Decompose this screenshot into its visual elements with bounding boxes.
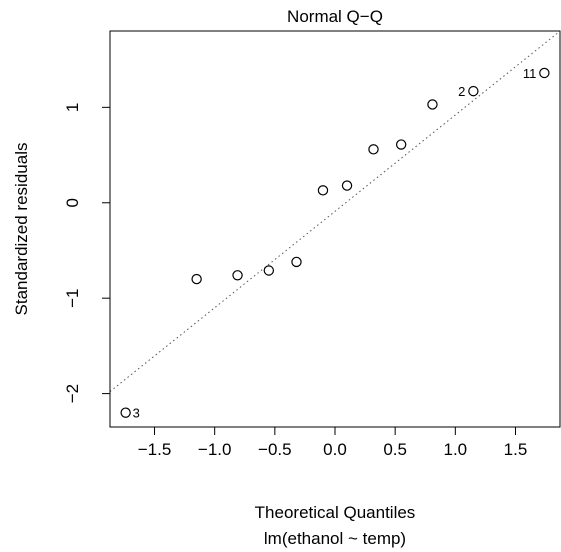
x-axis-label: Theoretical Quantiles [255, 503, 416, 522]
point-label: 11 [523, 66, 537, 81]
y-tick-label: 0 [63, 198, 82, 207]
point-label: 2 [458, 84, 465, 99]
data-point [263, 265, 275, 276]
data-point [317, 185, 329, 196]
y-axis-label: Standardized residuals [12, 143, 31, 316]
data-point [232, 270, 243, 281]
text-layer: −1.5 −1.0 −0.5 0.0 0.5 1.0 1.5 −2 −1 0 1 3 2 11 Normal… [12, 7, 536, 548]
x-tick-label: 0.5 [383, 440, 407, 459]
x-tick-label: 0.0 [323, 440, 347, 459]
plot-frame [109, 30, 561, 428]
axes-layer [102, 30, 561, 435]
chart-title: Normal Q−Q [287, 7, 383, 26]
reference-line-layer [110, 31, 560, 392]
points-layer [120, 67, 550, 418]
x-tick-label: 1.5 [504, 440, 528, 459]
data-point [427, 99, 438, 110]
model-formula-label: lm(ethanol ~ temp) [264, 529, 406, 548]
data-point [341, 180, 353, 191]
x-tick-label: 1.0 [444, 440, 468, 459]
y-tick-label: 1 [63, 103, 82, 112]
x-tick-label: −0.5 [258, 440, 292, 459]
y-tick-label: −1 [63, 288, 82, 307]
data-point [291, 256, 302, 268]
data-point [120, 407, 131, 418]
x-tick-label: −1.0 [198, 440, 232, 459]
data-point [468, 85, 479, 97]
data-point [395, 139, 407, 150]
data-point [191, 273, 202, 285]
x-tick-label: −1.5 [138, 440, 172, 459]
data-point [368, 144, 379, 155]
y-tick-label: −2 [63, 384, 82, 403]
reference-line [110, 31, 560, 392]
point-label: 3 [133, 406, 140, 421]
data-point [539, 67, 550, 79]
